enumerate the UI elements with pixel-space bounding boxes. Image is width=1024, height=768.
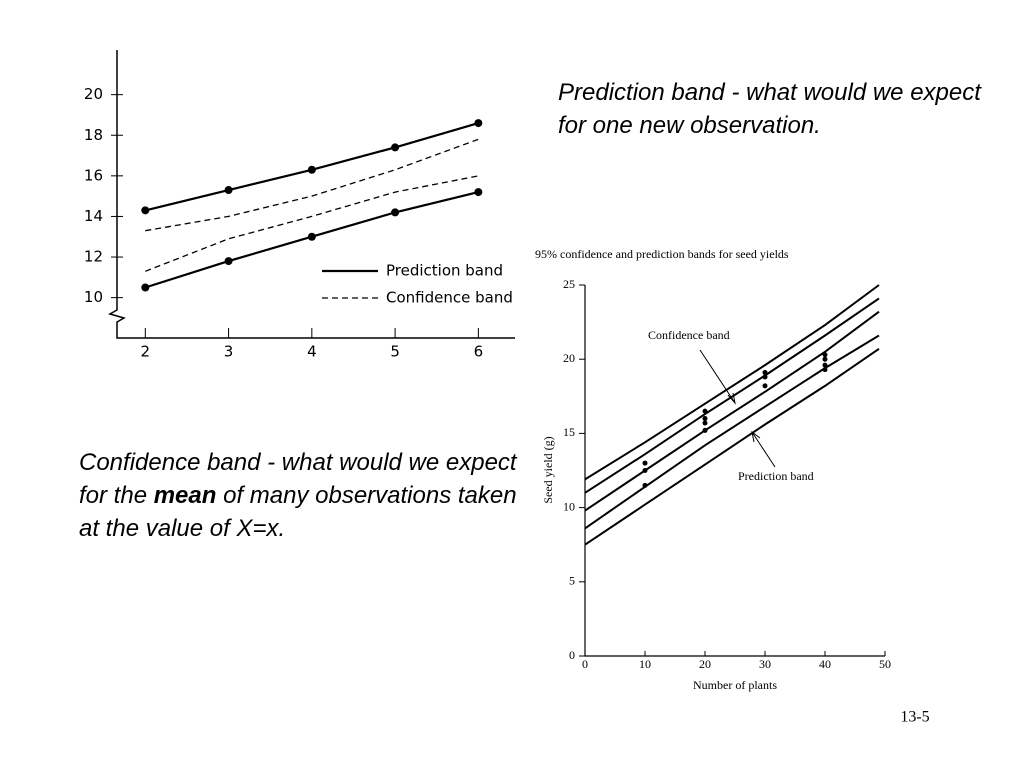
x-tick-label: 0 [582, 657, 588, 671]
y-axis-label: Seed yield (g) [541, 436, 555, 503]
point [822, 356, 828, 362]
y-tick-label: 0 [569, 648, 575, 662]
point [141, 283, 150, 292]
point [822, 352, 828, 358]
x-tick-label: 10 [639, 657, 651, 671]
y-tick-label: 18 [84, 126, 103, 144]
point [762, 383, 768, 389]
x-tick-label: 20 [699, 657, 711, 671]
annotation-arrow [751, 430, 776, 468]
annotation: Prediction band [738, 469, 814, 483]
note-text: of many observations taken at the value … [79, 482, 517, 542]
y-tick-label: 16 [84, 166, 103, 184]
point [702, 416, 708, 422]
x-tick-label: 40 [819, 657, 831, 671]
point [702, 408, 708, 414]
band-line [584, 284, 880, 481]
x-tick-label: 50 [879, 657, 891, 671]
point [702, 427, 708, 433]
point [702, 420, 708, 426]
y-tick-label: 10 [563, 499, 575, 513]
point [391, 143, 400, 152]
note: Confidence band - what would we expect f… [79, 446, 519, 545]
point [391, 208, 400, 217]
point [474, 188, 483, 197]
point [474, 119, 483, 128]
point [642, 460, 648, 466]
note-text: Confidence band - what would we expect f… [79, 449, 517, 509]
y-tick-label: 20 [563, 351, 575, 365]
note: Prediction band - what would we expect f… [558, 79, 981, 139]
point [642, 468, 648, 473]
point [141, 206, 150, 215]
y-tick-label: 20 [84, 85, 103, 103]
point [642, 482, 648, 488]
band-line [584, 347, 880, 546]
point [307, 232, 316, 241]
x-tick-label: 6 [474, 343, 484, 361]
annotation: Confidence band [648, 328, 730, 342]
point [224, 186, 233, 195]
x-tick-label: 30 [759, 657, 771, 671]
point [762, 374, 768, 380]
chart-title: 95% confidence and prediction bands for … [535, 247, 789, 261]
y-tick-label: 15 [563, 425, 575, 439]
band-line [584, 297, 880, 494]
y-tick-label: 25 [563, 277, 575, 291]
legend-label: Prediction band [386, 262, 503, 280]
x-tick-label: 4 [307, 343, 317, 361]
axes-1 [108, 50, 515, 339]
x-tick-label: 5 [390, 343, 400, 361]
y-tick-label: 5 [569, 574, 575, 588]
point [224, 257, 233, 266]
x-tick-label: 3 [224, 343, 234, 361]
band-line [145, 175, 479, 272]
y-tick-label: 14 [84, 207, 103, 225]
point [822, 362, 828, 368]
point [307, 165, 316, 174]
band-line [584, 310, 880, 512]
band-line [145, 138, 479, 232]
x-axis-label: Number of plants [693, 678, 777, 692]
point [762, 370, 768, 376]
point [822, 367, 828, 373]
legend-label: Confidence band [386, 289, 513, 307]
y-tick-label: 10 [84, 288, 103, 306]
note-emphasis: mean [153, 482, 217, 509]
band-line [584, 334, 880, 530]
x-tick-label: 2 [141, 343, 151, 361]
y-tick-label: 12 [84, 248, 103, 266]
page-number: 13-5 [900, 709, 929, 726]
